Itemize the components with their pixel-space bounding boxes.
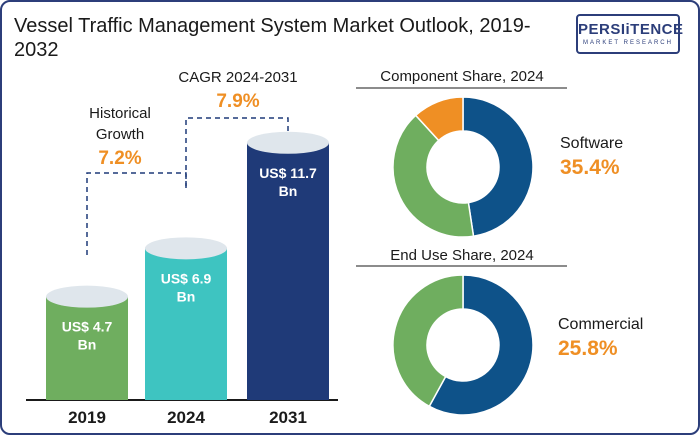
bar-cap-2031 (247, 131, 329, 154)
bar-value-unit: Bn (279, 183, 298, 199)
logo-word: PERSIiTENCE (578, 21, 684, 38)
software-label: Software (560, 135, 623, 152)
bar-2024 (145, 248, 227, 400)
historical-growth-label-line2: Growth (96, 126, 144, 143)
cagr-connector (185, 117, 289, 188)
commercial-value: 25.8% (558, 337, 618, 360)
cagr-label: CAGR 2024-2031 (178, 69, 297, 86)
logo-subtitle: MARKET RESEARCH (583, 40, 673, 46)
bar-value-label: US$ 11.7 (259, 165, 317, 181)
x-tick-2019: 2019 (68, 408, 106, 427)
component-donut (392, 96, 534, 238)
donut2-slice-0 (428, 274, 534, 416)
commercial-label: Commercial (558, 316, 643, 333)
bar-cap-2019 (46, 285, 128, 308)
component-share-title: Component Share, 2024 (380, 68, 543, 85)
bar-2019 (46, 296, 128, 400)
historical-growth-label-line1: Historical (89, 105, 151, 122)
bar-value-label: US$ 6.9 (161, 270, 212, 286)
bars-group: US$ 4.7 Bn 2019 US$ 6.9 Bn 2024 US$ 11.7 Bn 2031 (46, 131, 329, 427)
bar-cap-2024 (145, 237, 227, 260)
cagr-value: 7.9% (216, 91, 259, 112)
bar-value-label: US$ 4.7 (62, 319, 113, 335)
bar-value-unit: Bn (78, 337, 97, 353)
donut1-slice-0 (462, 96, 534, 238)
historical-growth-value: 7.2% (98, 148, 141, 169)
enduse-donut (392, 274, 534, 416)
software-value: 35.4% (560, 156, 620, 179)
page-title: Vessel Traffic Management System Market … (14, 15, 531, 61)
enduse-share-title: End Use Share, 2024 (390, 247, 533, 264)
x-tick-2031: 2031 (269, 408, 307, 427)
x-tick-2024: 2024 (167, 408, 205, 427)
bar-value-unit: Bn (177, 288, 196, 304)
donut1-slice-2 (414, 96, 464, 142)
donut2-slice-1 (392, 274, 464, 408)
historical-growth-connector (86, 172, 187, 255)
logo: PERSIiTENCE MARKET RESEARCH (576, 14, 684, 54)
donut1-slice-1 (392, 114, 475, 238)
bar-2031 (247, 142, 329, 400)
